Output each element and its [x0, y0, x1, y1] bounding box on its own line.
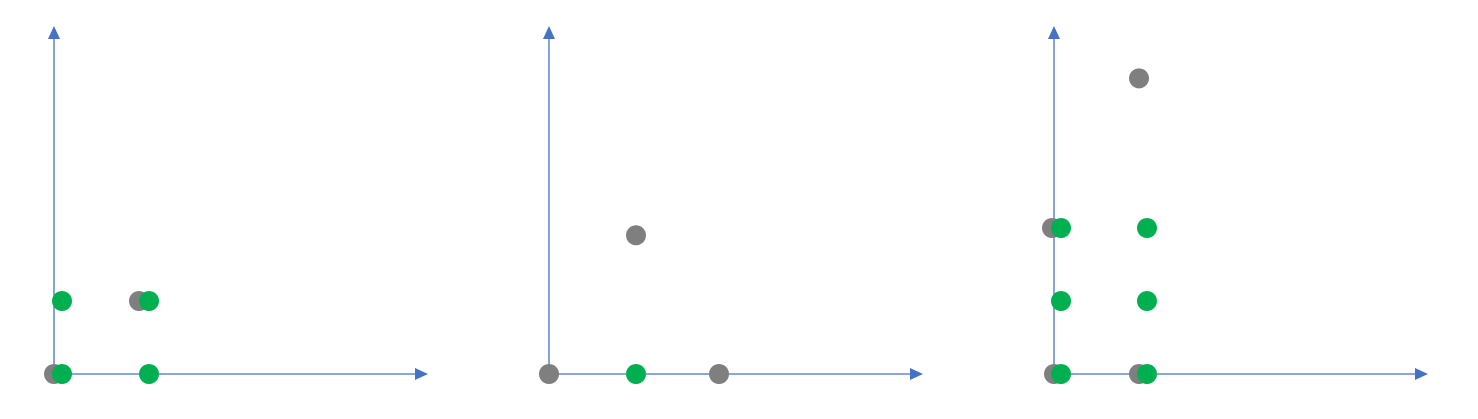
- y-axis-arrow-icon: [543, 26, 555, 39]
- green-point: [1051, 291, 1071, 311]
- green-point: [1137, 218, 1157, 238]
- green-point: [1137, 364, 1157, 384]
- green-point: [1051, 218, 1071, 238]
- green-point: [52, 364, 72, 384]
- green-point: [626, 364, 646, 384]
- panel-1: [44, 26, 428, 384]
- green-point: [139, 291, 159, 311]
- x-axis-arrow-icon: [415, 368, 428, 380]
- y-axis-arrow-icon: [48, 26, 60, 39]
- panel-3: [1042, 26, 1428, 384]
- green-point: [139, 364, 159, 384]
- gray-point: [709, 364, 729, 384]
- x-axis-arrow-icon: [910, 368, 923, 380]
- gray-point: [626, 225, 646, 246]
- gray-point: [539, 364, 559, 384]
- green-point: [52, 291, 72, 311]
- gray-point: [1129, 68, 1149, 89]
- green-point: [1051, 364, 1071, 384]
- x-axis-arrow-icon: [1415, 368, 1428, 380]
- y-axis-arrow-icon: [1048, 26, 1060, 39]
- panel-2: [539, 26, 923, 384]
- green-point: [1137, 291, 1157, 311]
